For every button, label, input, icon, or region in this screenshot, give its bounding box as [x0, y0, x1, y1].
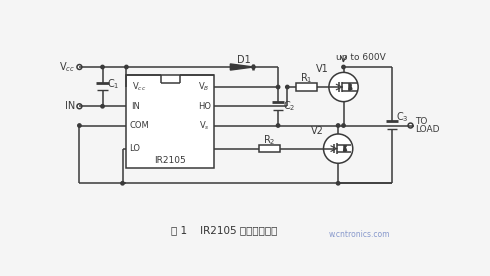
Circle shape: [276, 85, 280, 89]
Text: V1: V1: [317, 64, 329, 74]
Bar: [259, 145, 280, 152]
Polygon shape: [230, 64, 253, 70]
Text: R$_2$: R$_2$: [263, 133, 275, 147]
Circle shape: [252, 65, 255, 69]
Circle shape: [286, 85, 289, 89]
Circle shape: [124, 65, 128, 69]
Text: up to 600V: up to 600V: [336, 53, 385, 62]
Text: V$_{cc}$: V$_{cc}$: [132, 81, 146, 93]
Text: LO: LO: [129, 144, 140, 153]
Text: HO: HO: [197, 102, 211, 111]
Text: LOAD: LOAD: [415, 125, 440, 134]
Circle shape: [78, 124, 81, 127]
Text: COM: COM: [129, 121, 149, 130]
Bar: [296, 83, 317, 91]
Text: V$_s$: V$_s$: [199, 119, 210, 132]
Circle shape: [323, 134, 353, 163]
Text: TO: TO: [415, 117, 427, 126]
Text: C$_3$: C$_3$: [396, 110, 408, 124]
Circle shape: [337, 124, 340, 127]
Text: IN: IN: [65, 101, 75, 111]
Circle shape: [77, 65, 82, 70]
Text: R$_1$: R$_1$: [300, 72, 313, 86]
Text: D1: D1: [237, 55, 251, 65]
Text: C$_1$: C$_1$: [107, 78, 120, 91]
Circle shape: [121, 182, 124, 185]
Bar: [126, 75, 214, 168]
Circle shape: [408, 123, 413, 128]
Text: C$_2$: C$_2$: [283, 99, 295, 113]
Circle shape: [342, 65, 345, 69]
Text: V2: V2: [311, 126, 324, 136]
Text: w.cntronics.com: w.cntronics.com: [328, 230, 390, 238]
Circle shape: [342, 124, 345, 127]
Text: IN: IN: [131, 102, 140, 111]
Circle shape: [101, 65, 104, 69]
Circle shape: [77, 104, 82, 109]
Circle shape: [101, 105, 104, 108]
Polygon shape: [349, 85, 352, 89]
Circle shape: [276, 124, 280, 127]
Circle shape: [329, 72, 358, 102]
Text: 图 1    IR2105 的非隔离驱动: 图 1 IR2105 的非隔离驱动: [171, 225, 277, 235]
Text: V$_{cc}$: V$_{cc}$: [59, 60, 75, 74]
Circle shape: [337, 182, 340, 185]
Polygon shape: [343, 146, 346, 151]
Text: IR2105: IR2105: [154, 156, 186, 165]
Text: V$_B$: V$_B$: [197, 81, 209, 93]
